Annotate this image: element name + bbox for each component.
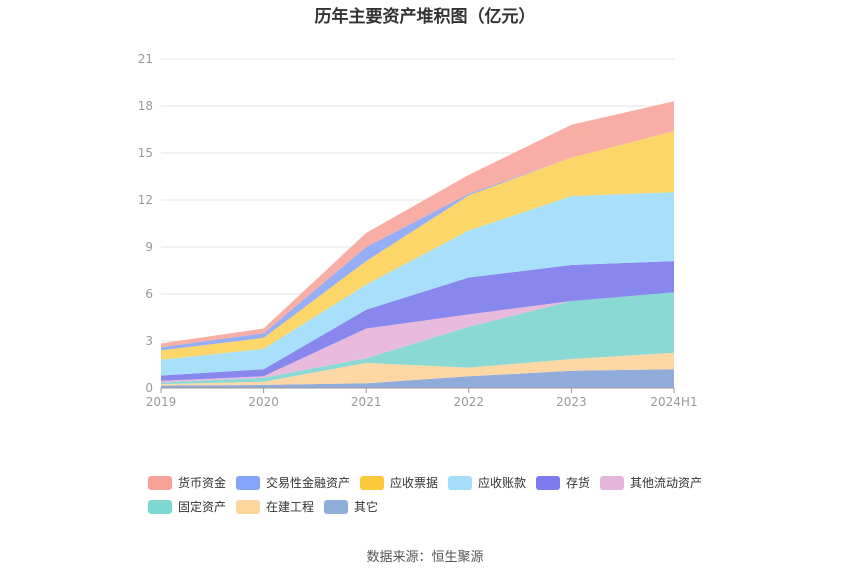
x-tick-label: 2019 bbox=[146, 395, 177, 409]
y-tick-label: 15 bbox=[138, 146, 153, 160]
area-series bbox=[161, 101, 674, 388]
legend-item[interactable]: 在建工程 bbox=[236, 498, 314, 515]
y-tick-label: 9 bbox=[145, 240, 153, 254]
legend-label: 其它 bbox=[354, 500, 379, 514]
area-其他流动资产[interactable] bbox=[161, 292, 674, 383]
x-tick-label: 2020 bbox=[248, 395, 279, 409]
legend-swatch bbox=[536, 475, 560, 490]
data-source: 数据来源：恒生聚源 bbox=[366, 550, 484, 565]
legend-swatch bbox=[324, 499, 348, 514]
x-tick-label: 2023 bbox=[556, 395, 587, 409]
legend-item[interactable]: 货币资金 bbox=[148, 474, 226, 491]
area-应收票据[interactable] bbox=[161, 131, 674, 360]
area-固定资产[interactable] bbox=[161, 292, 674, 385]
axes bbox=[160, 387, 675, 393]
legend-label: 固定资产 bbox=[178, 500, 227, 514]
x-tick-labels: 2019 2020 2021 2022 2023 2024H1 bbox=[146, 395, 698, 409]
legend-label: 应收账款 bbox=[478, 476, 527, 490]
legend-swatch bbox=[600, 475, 624, 490]
legend-swatch bbox=[236, 475, 260, 490]
legend-item[interactable]: 固定资产 bbox=[148, 498, 226, 515]
legend-label: 交易性金融资产 bbox=[266, 476, 351, 490]
chart-title: 历年主要资产堆积图（亿元） bbox=[314, 7, 536, 27]
x-tick-label: 2024H1 bbox=[650, 395, 697, 409]
area-在建工程[interactable] bbox=[161, 352, 674, 386]
area-应收账款[interactable] bbox=[161, 192, 674, 376]
legend-label: 应收票据 bbox=[390, 476, 439, 490]
legend-label: 货币资金 bbox=[178, 476, 227, 490]
y-tick-label: 6 bbox=[145, 287, 153, 301]
legend-item[interactable]: 其它 bbox=[324, 498, 378, 515]
y-tick-label: 18 bbox=[138, 99, 153, 113]
legend-swatch bbox=[148, 475, 172, 490]
legend-item[interactable]: 交易性金融资产 bbox=[236, 474, 350, 491]
legend-label: 其他流动资产 bbox=[630, 476, 703, 490]
legend-item[interactable]: 其他流动资产 bbox=[600, 474, 702, 491]
area-货币资金[interactable] bbox=[161, 101, 674, 348]
y-tick-label: 21 bbox=[138, 52, 153, 66]
legend-item[interactable]: 应收票据 bbox=[360, 474, 438, 491]
legend-swatch bbox=[448, 475, 472, 490]
legend-item[interactable]: 应收账款 bbox=[448, 474, 526, 491]
legend-item[interactable]: 存货 bbox=[536, 474, 590, 491]
legend-swatch bbox=[360, 475, 384, 490]
legend-swatch bbox=[236, 499, 260, 514]
y-tick-labels: 0 3 6 9 12 15 18 21 bbox=[138, 52, 153, 395]
legend-swatch bbox=[148, 499, 172, 514]
legend-label: 在建工程 bbox=[266, 500, 315, 514]
legend-label: 存货 bbox=[566, 476, 591, 490]
area-存货[interactable] bbox=[161, 261, 674, 381]
y-tick-label: 0 bbox=[145, 381, 153, 395]
area-其它[interactable] bbox=[161, 369, 674, 388]
y-tick-label: 3 bbox=[145, 334, 153, 348]
y-tick-label: 12 bbox=[138, 193, 153, 207]
x-tick-label: 2021 bbox=[351, 395, 382, 409]
x-tick-label: 2022 bbox=[454, 395, 485, 409]
